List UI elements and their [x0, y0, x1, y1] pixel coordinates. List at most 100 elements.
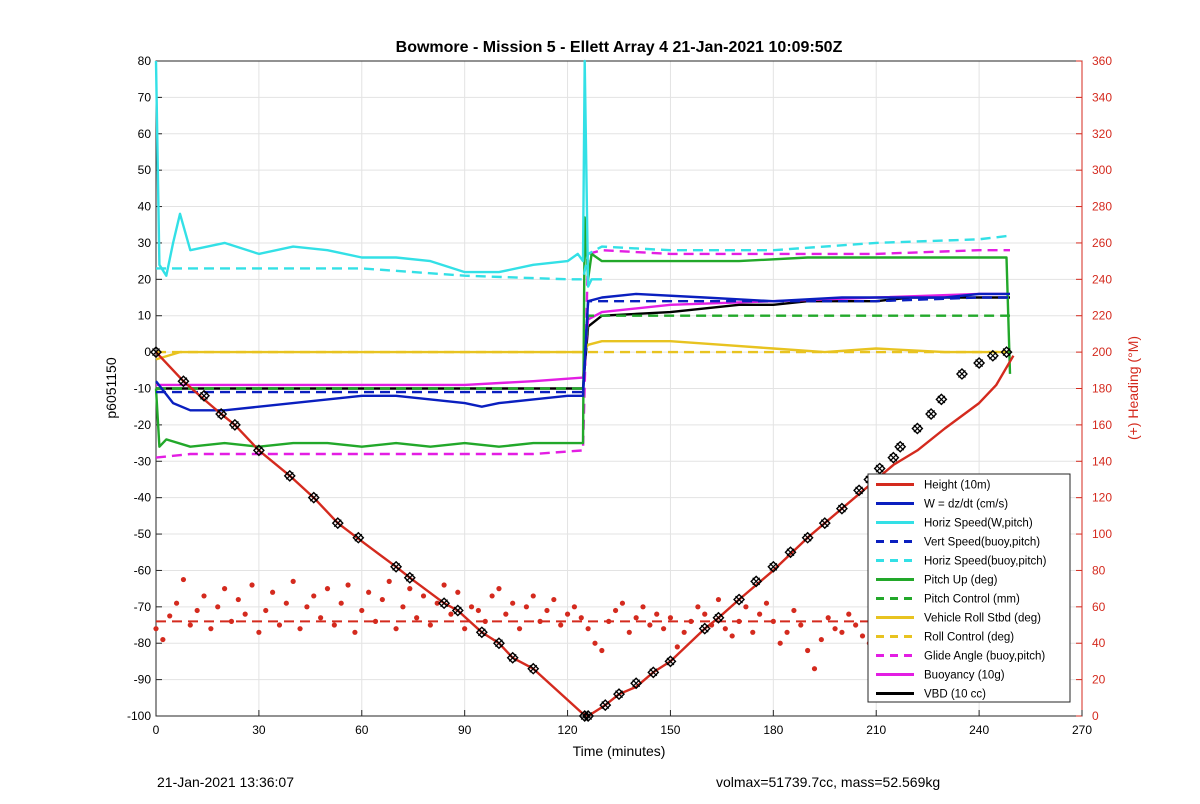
- heading-point: [736, 618, 742, 624]
- vbd-marker: [784, 546, 797, 559]
- vbd-marker-diamond: [475, 626, 488, 639]
- legend-label: Vehicle Roll Stbd (deg): [924, 613, 1041, 625]
- legend-label: Pitch Control (mm): [924, 594, 1020, 606]
- legend-label: Glide Angle (buoy,pitch): [924, 651, 1045, 663]
- vbd-marker: [451, 604, 464, 617]
- x-axis: 0 30 60 90 120 150 180 210 240 270: [153, 710, 1092, 737]
- heading-point: [647, 622, 653, 628]
- heading-point: [201, 593, 207, 599]
- vbd-marker-diamond: [613, 688, 625, 701]
- vbd-marker-cross-b: [405, 573, 414, 582]
- heading-point: [729, 633, 735, 639]
- x-tick-label: 0: [153, 723, 160, 737]
- vbd-marker-cross-b: [875, 464, 884, 473]
- heading-point: [530, 593, 536, 599]
- heading-point: [674, 644, 680, 650]
- heading-point: [194, 607, 200, 614]
- legend-label: Height (10m): [924, 480, 991, 492]
- heading-point: [393, 626, 399, 632]
- vbd-marker-diamond: [599, 699, 612, 712]
- vbd-marker-cross-b: [230, 420, 239, 429]
- heading-point: [372, 618, 379, 624]
- heading-point: [777, 640, 783, 646]
- vbd-marker: [664, 655, 677, 668]
- y2-tick-label: 140: [1092, 454, 1112, 468]
- vbd-marker-diamond: [352, 531, 365, 544]
- heading-point: [558, 622, 564, 628]
- vbd-marker: [733, 593, 746, 606]
- series-horiz-speed-w-pitch: [154, 59, 602, 288]
- vbd-marker-cross-b: [392, 562, 400, 571]
- vbd-marker-diamond: [331, 517, 344, 530]
- heading-point: [763, 600, 770, 606]
- legend-label: Horiz Speed(buoy,pitch): [924, 556, 1047, 568]
- y2-tick-label: 340: [1092, 90, 1112, 104]
- x-tick-label: 90: [458, 723, 472, 737]
- vbd-marker-diamond: [1000, 346, 1013, 359]
- heading-point: [516, 626, 523, 632]
- y-tick-label: -80: [134, 636, 152, 650]
- vbd-marker-diamond: [911, 422, 924, 435]
- heading-point: [263, 607, 269, 614]
- heading-point: [427, 622, 433, 628]
- vbd-marker-diamond: [403, 571, 416, 584]
- vbd-marker-cross-b: [1002, 348, 1011, 357]
- x-tick-label: 270: [1072, 723, 1092, 737]
- heading-point: [551, 596, 557, 603]
- vbd-marker: [527, 662, 540, 675]
- vbd-marker: [853, 484, 866, 497]
- x-tick-label: 180: [763, 723, 783, 737]
- vbd-marker-cross-b: [309, 493, 318, 502]
- heading-point: [338, 600, 344, 606]
- heading-point: [770, 618, 776, 624]
- heading-point: [215, 604, 221, 610]
- vbd-marker: [438, 597, 451, 610]
- heading-point: [359, 607, 365, 614]
- heading-point: [722, 626, 728, 632]
- y2-tick-label: 40: [1092, 636, 1106, 650]
- vbd-marker-cross-b: [217, 410, 226, 418]
- heading-point: [242, 611, 248, 617]
- vbd-marker: [818, 517, 831, 530]
- heading-point: [420, 593, 427, 599]
- heading-point: [173, 600, 180, 606]
- y-tick-label: -50: [134, 527, 152, 541]
- vbd-marker-cross-b: [803, 533, 812, 542]
- vbd-marker-cross-b: [254, 446, 263, 455]
- x-tick-label: 240: [969, 723, 989, 737]
- vbd-marker: [750, 575, 763, 588]
- heading-point: [249, 582, 255, 588]
- heading-point: [475, 607, 481, 614]
- heading-point: [784, 629, 790, 635]
- vbd-marker: [307, 491, 320, 504]
- heading-point: [681, 629, 687, 635]
- y-tick-label: 30: [138, 236, 152, 250]
- y2-tick-label: 60: [1092, 600, 1106, 614]
- heading-point: [434, 600, 440, 606]
- vbd-marker: [1000, 346, 1013, 359]
- vbd-marker-diamond: [582, 710, 595, 722]
- vbd-marker-diamond: [578, 710, 591, 722]
- vbd-marker: [986, 349, 999, 362]
- vbd-marker: [887, 451, 900, 464]
- y2-axis-label: (+) Heading (°M): [1125, 336, 1141, 440]
- left-y-axis: -100-90-80-70-60-50-40-30-20-10010203040…: [127, 54, 162, 723]
- vbd-marker-cross-b: [508, 653, 517, 662]
- y-tick-label: -20: [134, 418, 152, 432]
- y-tick-label: 20: [138, 272, 152, 286]
- heading-point: [606, 618, 612, 624]
- legend-label: Vert Speed(buoy,pitch): [924, 537, 1040, 549]
- vbd-marker: [613, 688, 625, 701]
- vbd-marker-diamond: [853, 484, 866, 497]
- heading-point: [626, 629, 632, 635]
- vbd-marker: [955, 367, 968, 380]
- legend-label: VBD (10 cc): [924, 689, 986, 701]
- heading-point: [667, 615, 674, 621]
- footer-vehicle-info: volmax=51739.7cc, mass=52.569kg: [716, 774, 941, 790]
- y-tick-label: 70: [138, 90, 152, 104]
- heading-point: [805, 647, 811, 654]
- vbd-marker: [228, 418, 241, 431]
- vbd-marker: [403, 571, 416, 584]
- vbd-marker-cross-b: [786, 548, 795, 557]
- heading-point: [290, 578, 296, 584]
